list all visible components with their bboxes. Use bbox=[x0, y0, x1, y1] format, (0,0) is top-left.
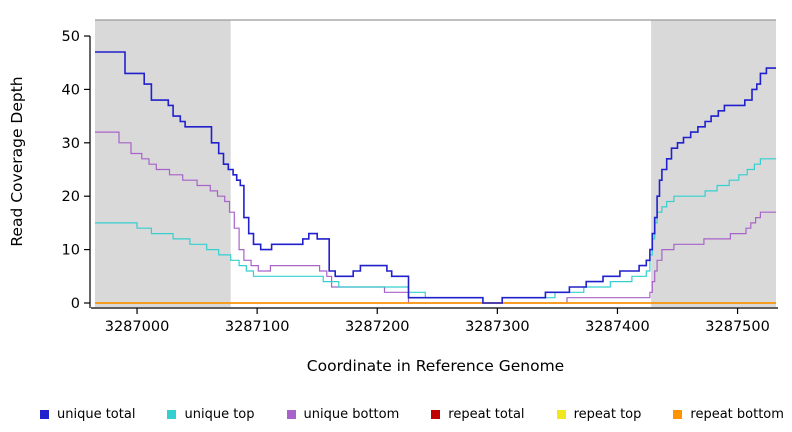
legend-label: repeat total bbox=[448, 407, 525, 422]
legend-label: unique top bbox=[184, 407, 255, 422]
series-unique-bottom bbox=[95, 131, 776, 304]
legend-item-unique-bottom: unique bottom bbox=[286, 407, 400, 422]
legend-swatch-icon bbox=[40, 410, 49, 419]
y-tick-label: 10 bbox=[62, 243, 80, 259]
x-tick-label: 3287300 bbox=[465, 319, 530, 335]
legend-swatch-icon bbox=[167, 410, 177, 419]
legend-label: unique total bbox=[57, 407, 136, 422]
series-unique-top bbox=[95, 158, 776, 304]
legend-item-unique-total: unique total bbox=[40, 407, 135, 422]
shaded-region bbox=[651, 20, 776, 307]
y-axis-title: Read Coverage Depth bbox=[8, 76, 26, 246]
legend-item-repeat-bottom: repeat bottom bbox=[673, 407, 784, 422]
y-tick-label: 20 bbox=[62, 189, 80, 205]
shaded-region bbox=[95, 20, 231, 307]
y-tick-label: 40 bbox=[62, 82, 80, 98]
legend-item-repeat-total: repeat total bbox=[431, 407, 525, 422]
legend-swatch-icon bbox=[556, 410, 566, 419]
y-tick-label: 0 bbox=[71, 296, 80, 312]
series-unique-total bbox=[95, 51, 776, 304]
legend-swatch-icon bbox=[673, 410, 683, 419]
legend-swatch-icon bbox=[286, 410, 296, 419]
legend-label: repeat bottom bbox=[690, 407, 784, 422]
x-tick-label: 3287200 bbox=[345, 319, 410, 335]
chart-legend: unique total unique top unique bottom repea… bbox=[40, 407, 784, 422]
x-tick-label: 3287100 bbox=[225, 319, 290, 335]
legend-item-unique-top: unique top bbox=[167, 407, 255, 422]
coverage-plot-svg: 3287000 3287100 3287200 3287300 3287400 32875… bbox=[8, 19, 778, 375]
legend-swatch-icon bbox=[431, 410, 441, 419]
y-tick-label: 30 bbox=[62, 136, 80, 152]
x-tick-label: 3287400 bbox=[585, 319, 650, 335]
legend-label: unique bottom bbox=[303, 407, 400, 422]
y-tick-label: 50 bbox=[62, 29, 80, 45]
x-tick-label: 3287500 bbox=[705, 319, 770, 335]
x-axis-title: Coordinate in Reference Genome bbox=[307, 357, 564, 375]
x-tick-label: 3287000 bbox=[105, 319, 170, 335]
legend-label: repeat top bbox=[573, 407, 642, 422]
legend-item-repeat-top: repeat top bbox=[556, 407, 642, 422]
